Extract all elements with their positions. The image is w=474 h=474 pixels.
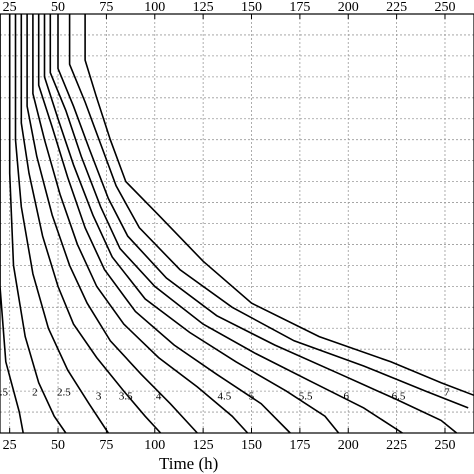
contour-line-4 xyxy=(32,14,249,434)
contour-label-7: 5 xyxy=(249,390,255,402)
bottom-tick-label-0: 25 xyxy=(3,438,17,453)
contour-line-3 xyxy=(20,14,162,434)
grid xyxy=(0,13,474,434)
contour-line-3-5 xyxy=(26,14,198,434)
contour-line-5-5 xyxy=(49,14,403,434)
contour-label-3: 3 xyxy=(96,390,102,402)
contour-label-10: 6.5 xyxy=(392,390,406,402)
bottom-tick-label-2: 75 xyxy=(99,438,113,453)
top-axis: 25 50 75 100 125 150 175 200 225 250 xyxy=(3,0,455,19)
top-tick-label-3: 100 xyxy=(144,0,165,15)
top-tick-label-9: 250 xyxy=(434,0,455,15)
bottom-tick-label-1: 50 xyxy=(51,438,65,453)
bottom-tick-label-6: 175 xyxy=(289,438,310,453)
top-tick-label-5: 150 xyxy=(241,0,262,15)
contour-line-4-5 xyxy=(37,14,291,434)
contour-line-6 xyxy=(57,14,458,434)
bottom-tick-label-7: 200 xyxy=(338,438,359,453)
contour-line-1-5 xyxy=(0,14,24,434)
contour-label-4: 3.5 xyxy=(119,390,133,402)
contour-label-5: 4 xyxy=(156,390,162,402)
top-tick-label-0: 25 xyxy=(3,0,17,15)
curves xyxy=(0,14,474,434)
contour-labels: .5 2 2.5 3 3.5 4 4.5 5 5.5 6 6.5 7 xyxy=(0,386,450,402)
top-tick-label-2: 75 xyxy=(99,0,113,15)
plot-frame xyxy=(0,13,474,434)
top-tick-label-7: 200 xyxy=(338,0,359,15)
contour-label-6: 4.5 xyxy=(218,390,232,402)
bottom-tick-label-4: 125 xyxy=(193,438,214,453)
contour-line-2 xyxy=(8,14,67,434)
contour-line-2-5 xyxy=(14,14,109,434)
contour-label-9: 6 xyxy=(344,390,350,402)
bottom-tick-label-9: 250 xyxy=(434,438,455,453)
contour-line-5 xyxy=(43,14,340,434)
bottom-tick-label-3: 100 xyxy=(144,438,165,453)
top-tick-label-8: 225 xyxy=(386,0,407,15)
contour-label-8: 5.5 xyxy=(299,390,313,402)
contour-line-6-5 xyxy=(68,14,469,409)
top-tick-label-4: 125 xyxy=(193,0,214,15)
contour-label-2: 2.5 xyxy=(57,386,71,398)
top-tick-label-6: 175 xyxy=(289,0,310,15)
bottom-tick-label-8: 225 xyxy=(386,438,407,453)
contour-line-7 xyxy=(84,14,474,397)
contour-label-0: .5 xyxy=(0,386,8,398)
x-axis-title: Time (h) xyxy=(159,454,218,473)
bottom-axis: 25 50 75 100 125 150 175 200 225 250 xyxy=(3,428,455,453)
bottom-tick-label-5: 150 xyxy=(241,438,262,453)
contour-label-1: 2 xyxy=(32,386,38,398)
contour-label-11: 7 xyxy=(444,386,450,398)
top-tick-label-1: 50 xyxy=(51,0,65,15)
